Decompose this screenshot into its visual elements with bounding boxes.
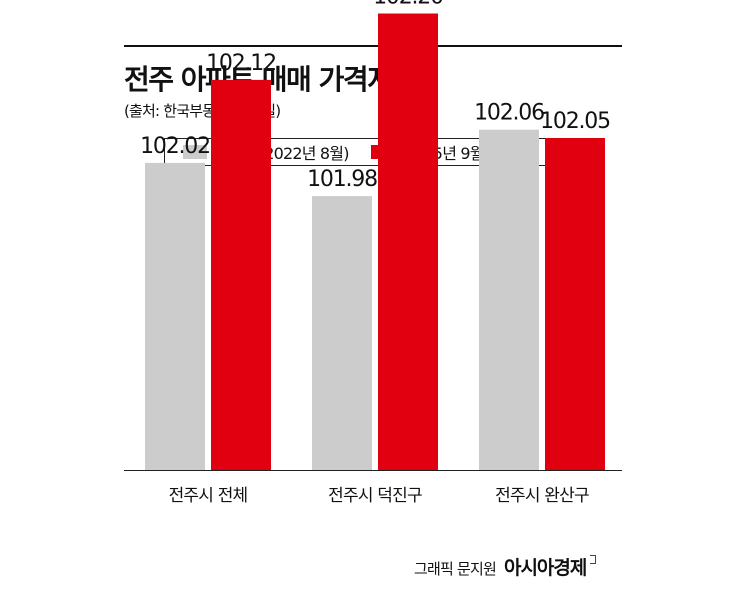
bar-current-2: [545, 138, 605, 470]
data-label-peak-0: 102.02: [140, 134, 210, 159]
data-label-current-2: 102.05: [540, 109, 610, 134]
category-label-2: 전주시 완산구: [495, 486, 589, 506]
brand-logo: 아시아경제: [503, 553, 597, 580]
credit-text: 그래픽 문지원: [414, 560, 497, 578]
brand-name: 아시아경제: [503, 557, 587, 579]
data-label-current-0: 102.12: [206, 51, 276, 76]
category-label-0: 전주시 전체: [169, 486, 248, 506]
bar-peak-1: [312, 196, 372, 470]
data-label-peak-1: 101.98: [307, 167, 377, 192]
data-label-current-1: 102.20: [373, 0, 443, 10]
bar-peak-0: [145, 162, 205, 470]
bar-current-0: [211, 79, 271, 471]
bar-peak-2: [479, 129, 539, 470]
header-rule: [124, 45, 622, 47]
brand-mark-icon: [590, 555, 597, 564]
bar-current-1: [378, 13, 438, 470]
credit: 그래픽 문지원 아시아경제: [414, 553, 597, 580]
data-label-peak-2: 102.06: [474, 101, 544, 126]
legend-swatch-peak: [183, 145, 207, 159]
category-label-1: 전주시 덕진구: [328, 486, 422, 506]
